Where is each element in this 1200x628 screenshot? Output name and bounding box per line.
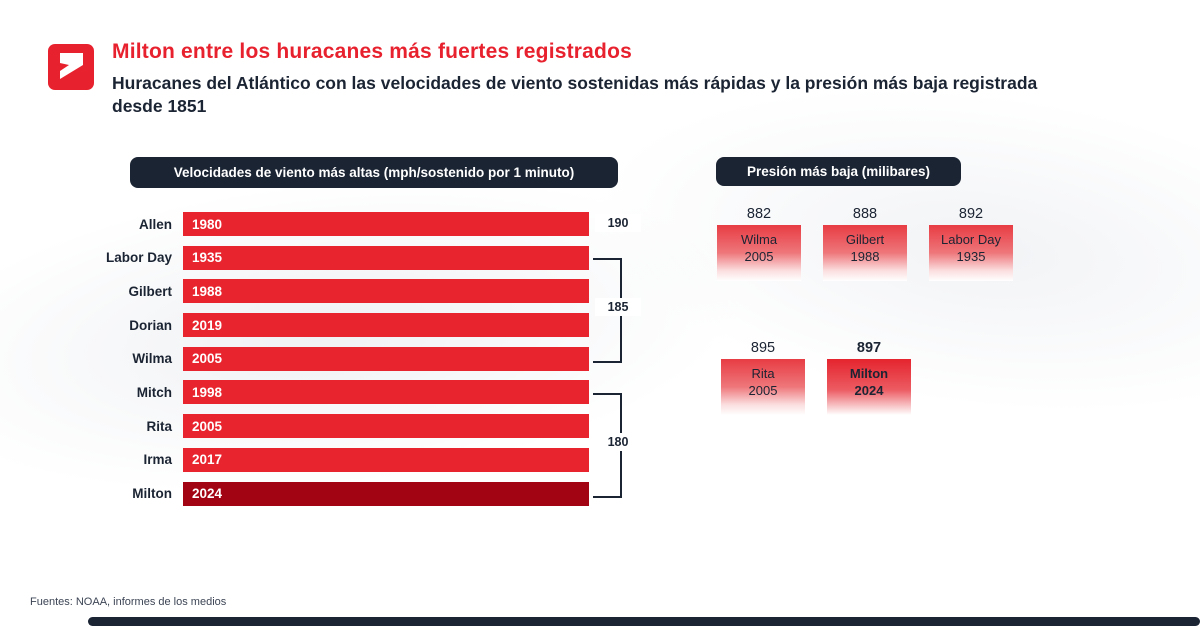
brand-logo: [48, 44, 94, 90]
wind-bar: 2017: [183, 447, 589, 472]
wind-chart: Allen 1980 Labor Day 1935 Gilbert 1988 Dorian 2…: [40, 212, 720, 512]
pressure-value: 888: [852, 206, 878, 222]
wind-chart-header: Velocidades de viento más altas (mph/sos…: [130, 157, 618, 188]
hurricane-name: Milton: [132, 486, 172, 501]
pressure-value: 882: [746, 206, 772, 222]
hurricane-year: 2005: [748, 382, 778, 398]
hurricane-year: 2019: [192, 317, 223, 333]
pressure-card-box: Rita 2005: [721, 359, 805, 415]
pressure-card-box: Gilbert 1988: [823, 225, 907, 281]
hurricane-year: 1988: [850, 248, 880, 264]
hurricane-year: 2005: [744, 248, 774, 264]
wind-speed-label: 180: [595, 433, 641, 452]
wind-row: Mitch 1998: [40, 380, 720, 405]
hurricane-name: Rita: [146, 418, 172, 434]
hurricane-name: Mitch: [136, 384, 172, 400]
pressure-card: 897 Milton 2024: [827, 337, 911, 415]
hurricane-year: 2017: [192, 452, 223, 468]
wind-bar: 2019: [183, 313, 589, 338]
wind-row: Labor Day 1935: [40, 245, 720, 270]
wind-bar: 1980: [183, 212, 589, 236]
hurricane-name: Milton: [849, 366, 889, 381]
wind-speed-label: 185: [595, 298, 641, 317]
pressure-card: 892 Labor Day 1935: [929, 203, 1013, 281]
hurricane-year: 2005: [192, 418, 223, 434]
hurricane-year: 1988: [192, 283, 223, 299]
hurricane-year: 2005: [192, 351, 223, 367]
wind-row: Rita 2005: [40, 414, 720, 439]
wind-bar: 1998: [183, 380, 589, 405]
wind-bar: 1935: [183, 245, 589, 270]
wind-row: Irma 2017: [40, 447, 720, 472]
hurricane-name: Rita: [751, 366, 775, 381]
wind-chart-header-label: Velocidades de viento más altas (mph/sos…: [173, 165, 575, 180]
pressure-card: 882 Wilma 2005: [717, 203, 801, 281]
hurricane-name: Gilbert: [845, 232, 885, 247]
pressure-chart-header: Presión más baja (milibares): [716, 157, 961, 186]
hurricane-year: 2024: [192, 486, 223, 501]
pressure-card-box: Milton 2024: [827, 359, 911, 415]
bottom-bar: [88, 617, 1200, 626]
pressure-card: 888 Gilbert 1988: [823, 203, 907, 281]
wind-row: Milton 2024: [40, 481, 720, 506]
wind-rows: Allen 1980 Labor Day 1935 Gilbert 1988 Dorian 2…: [40, 212, 720, 506]
wind-bar: 1988: [183, 279, 589, 304]
hurricane-name: Labor Day: [941, 232, 1001, 247]
hurricane-year: 1935: [192, 250, 223, 266]
pressure-card: 895 Rita 2005: [721, 337, 805, 415]
pressure-chart-header-label: Presión más baja (milibares): [746, 164, 931, 179]
wind-row: Gilbert 1988: [40, 279, 720, 304]
hurricane-year: 1980: [192, 216, 223, 232]
hurricane-name: Allen: [138, 216, 172, 232]
pressure-value: 897: [856, 340, 882, 356]
hurricane-year: 1935: [956, 248, 986, 264]
page-title: Milton entre los huracanes más fuertes r…: [112, 40, 632, 63]
wind-bar: 2005: [183, 346, 589, 371]
hurricane-name: Irma: [143, 452, 172, 468]
pressure-card-box: Wilma 2005: [717, 225, 801, 281]
hurricane-year: 2024: [854, 382, 884, 398]
pressure-value: 892: [958, 206, 984, 222]
hurricane-name: Labor Day: [105, 250, 172, 266]
wind-row: Wilma 2005: [40, 346, 720, 371]
hurricane-year: 1998: [192, 384, 223, 400]
pressure-card-box: Labor Day 1935: [929, 225, 1013, 281]
wind-row: Dorian 2019: [40, 313, 720, 338]
hurricane-name: Gilbert: [128, 283, 172, 299]
wind-speed-label: 190: [595, 214, 641, 232]
pressure-value: 895: [750, 340, 776, 356]
wind-bar: 2005: [183, 414, 589, 439]
hurricane-name: Dorian: [129, 317, 172, 333]
page-subtitle: Huracanes del Atlántico con las velocida…: [112, 73, 1038, 117]
source-note: Fuentes: NOAA, informes de los medios: [30, 596, 227, 608]
hurricane-name: Wilma: [740, 232, 778, 247]
wind-row: Allen 1980: [40, 212, 720, 236]
wind-bar: 2024: [183, 481, 589, 506]
flag-logo-icon: [48, 44, 94, 90]
wind-brackets: 190 185 180: [593, 212, 683, 512]
hurricane-name: Wilma: [132, 351, 172, 367]
